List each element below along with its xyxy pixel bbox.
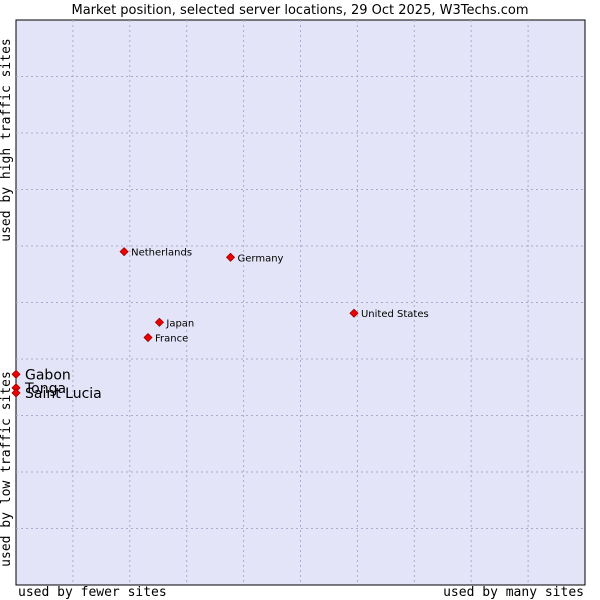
point-label-united-states: United States: [361, 309, 429, 320]
chart-title: Market position, selected server locatio…: [71, 3, 528, 18]
marker-saint-lucia: [11, 388, 21, 398]
data-point-saint-lucia[interactable]: Saint Lucia: [11, 386, 102, 402]
data-point-france[interactable]: France: [143, 332, 188, 345]
data-point-gabon[interactable]: Gabon: [11, 367, 71, 383]
point-label-netherlands: Netherlands: [131, 248, 192, 259]
point-label-germany: Germany: [238, 253, 284, 264]
marker-japan: [154, 317, 164, 327]
x-axis-label-low: used by fewer sites: [18, 585, 167, 600]
point-label-tonga: Tonga: [24, 381, 66, 397]
point-label-gabon: Gabon: [25, 367, 71, 383]
grid-lines: [16, 20, 585, 585]
x-axis-label-high: used by many sites: [443, 585, 584, 600]
marker-netherlands: [119, 247, 129, 257]
data-point-germany[interactable]: Germany: [225, 252, 284, 264]
data-points: Netherlands Germany United States Japan Fran…: [11, 247, 429, 402]
data-point-united-states[interactable]: United States: [349, 308, 429, 320]
point-label-saint-lucia: Saint Lucia: [25, 386, 102, 402]
data-point-netherlands[interactable]: Netherlands: [119, 247, 192, 259]
point-label-japan: Japan: [165, 318, 194, 329]
y-axis-label-high: used by high traffic sites: [0, 38, 14, 242]
marker-gabon: [11, 369, 21, 379]
marker-germany: [225, 252, 236, 262]
marker-france: [143, 332, 153, 343]
point-label-france: France: [155, 334, 188, 345]
marker-united-states: [349, 308, 359, 318]
data-point-japan[interactable]: Japan: [154, 317, 194, 329]
y-axis-label-low: used by low traffic sites: [0, 371, 14, 567]
